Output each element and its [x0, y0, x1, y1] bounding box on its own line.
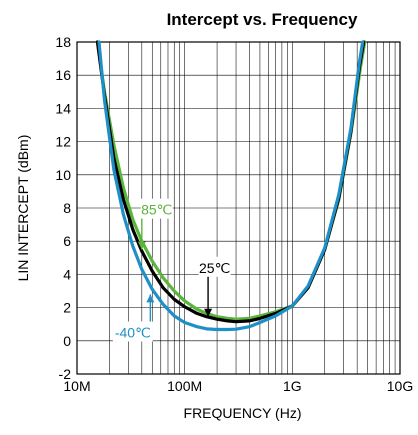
x-tick-label: 100M — [167, 378, 202, 394]
annotation-arrowhead — [204, 308, 213, 317]
x-tick-label: 10M — [63, 378, 90, 394]
annotation-arrowhead — [146, 294, 155, 303]
annotation-background — [198, 256, 231, 277]
y-tick-label: 0 — [63, 333, 71, 349]
y-tick-label: -2 — [59, 366, 72, 382]
annotation-background — [140, 198, 173, 219]
y-tick-label: 2 — [63, 300, 71, 316]
annotation-label: -40℃ — [115, 325, 151, 341]
series-line — [95, 40, 366, 324]
tick-label-layer: -2 0 2 4 6 8 10 12 14 16 18 10M 100M 1G 10G — [55, 34, 413, 394]
x-tick-label: 1G — [283, 378, 302, 394]
y-tick-label: 8 — [63, 200, 71, 216]
plot-frame — [76, 41, 401, 375]
y-tick-label: 14 — [55, 100, 71, 116]
annotation-label: 25℃ — [199, 260, 230, 276]
y-tick-label: 12 — [55, 134, 71, 150]
series-line — [97, 40, 365, 332]
annotation-layer: 85℃ 25℃ -40℃ — [112, 198, 231, 342]
y-tick-label: 10 — [55, 167, 71, 183]
y-tick-label: 16 — [55, 67, 71, 83]
x-tick-label: 10G — [387, 378, 413, 394]
annotation-background — [112, 321, 153, 342]
y-tick-label: 4 — [63, 266, 71, 282]
series-layer — [95, 40, 367, 332]
x-axis-label: FREQUENCY (Hz) — [184, 405, 302, 421]
y-axis-label: LIN INTERCEPT (dBm) — [15, 135, 31, 282]
chart-title: Intercept vs. Frequency — [167, 10, 358, 29]
annotation-arrowhead — [137, 241, 146, 250]
annotation-label: 85℃ — [141, 202, 172, 218]
y-tick-label: 6 — [63, 233, 71, 249]
y-tick-label: 18 — [55, 34, 71, 50]
